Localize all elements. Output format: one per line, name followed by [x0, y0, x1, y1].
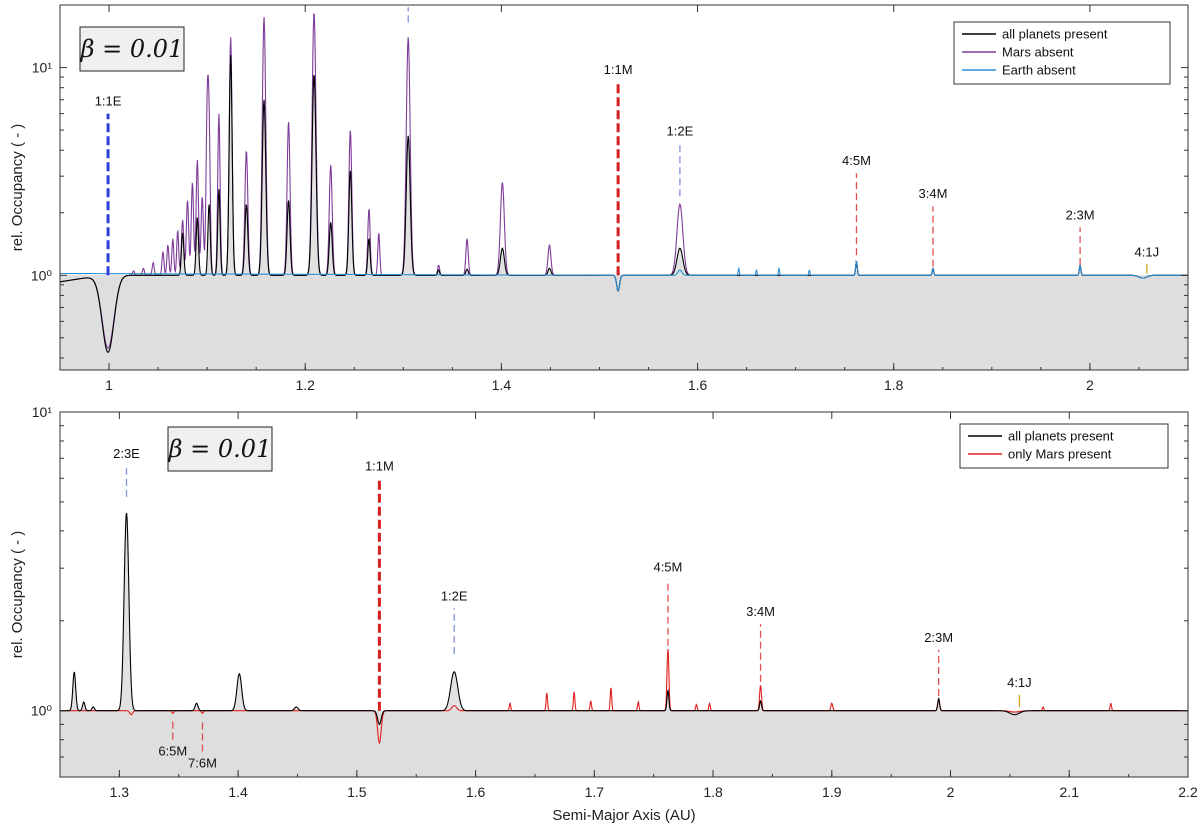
- x-tick-label: 2: [1086, 377, 1094, 393]
- below-unity-region: [60, 710, 1188, 777]
- x-tick-label: 1: [105, 377, 113, 393]
- x-tick-label: 1.9: [822, 784, 842, 800]
- x-tick-label: 1.6: [466, 784, 486, 800]
- resonance-label: 2:3E: [395, 0, 422, 2]
- y-tick-label: 10¹: [32, 404, 53, 420]
- legend-entry: Mars absent: [1002, 45, 1074, 60]
- resonance-label: 4:5M: [653, 559, 682, 574]
- x-tick-label: 1.4: [228, 784, 248, 800]
- resonance-label: 1:1M: [604, 62, 633, 77]
- y-axis-label: rel. Occupancy ( - ): [9, 531, 26, 659]
- y-tick-label: 10⁰: [31, 703, 53, 719]
- x-tick-label: 2.1: [1060, 784, 1080, 800]
- y-axis-label: rel. Occupancy ( - ): [9, 124, 26, 252]
- beta-annotation: β = 0.01: [168, 435, 272, 463]
- legend-box: [953, 21, 1171, 85]
- x-tick-label: 1.8: [703, 784, 723, 800]
- x-tick-label: 1.2: [295, 377, 315, 393]
- axes-frame: [59, 4, 1189, 371]
- x-tick-label: 1.8: [884, 377, 904, 393]
- resonance-label: 1:2E: [667, 124, 694, 139]
- legend-entry: only Mars present: [1008, 447, 1112, 462]
- series-line-Earth-absent: [60, 260, 1188, 292]
- legend-entry: all planets present: [1008, 429, 1114, 444]
- x-tick-label: 1.6: [688, 377, 708, 393]
- resonance-label: 4:5M: [842, 153, 871, 168]
- legend-entry: all planets present: [1002, 27, 1108, 42]
- series-line-all-planets-present: [60, 513, 1188, 726]
- resonance-label: 2:3E: [113, 446, 140, 461]
- x-tick-label: 2: [947, 784, 955, 800]
- resonance-label: 7:6M: [188, 756, 217, 771]
- panel-bottom: 2:3E 6:5M7:6M 1:1M 1:2E 4:5M 3:4M 2:3M 4:1J 1.3 1…: [9, 404, 1198, 824]
- x-tick-label: 1.4: [492, 377, 512, 393]
- x-axis-label: Semi-Major Axis (AU): [552, 807, 695, 824]
- resonance-label: 6:5M: [158, 744, 187, 759]
- beta-annotation-box: [167, 426, 273, 472]
- legend-entry: Earth absent: [1002, 63, 1076, 78]
- panel-top: 1:1E 2:3E 1:1M 1:2E 4:5M 3:4M 2:3M 4:1J 1 1.2 1.4 1…: [9, 0, 1189, 393]
- resonance-label: 2:3M: [924, 630, 953, 645]
- below-unity-region: [60, 275, 1188, 370]
- beta-annotation: β = 0.01: [80, 35, 184, 63]
- resonance-label: 4:1J: [1135, 244, 1160, 259]
- y-tick-label: 10⁰: [31, 267, 53, 283]
- resonance-label: 2:3M: [1066, 207, 1095, 222]
- resonance-label: 1:2E: [441, 588, 468, 603]
- beta-annotation-box: [79, 26, 185, 72]
- x-tick-label: 2.2: [1178, 784, 1198, 800]
- legend-box: [959, 423, 1169, 469]
- resonance-label: 4:1J: [1007, 675, 1032, 690]
- x-tick-label: 1.7: [585, 784, 605, 800]
- x-tick-label: 1.5: [347, 784, 367, 800]
- resonance-label: 1:1E: [95, 94, 122, 109]
- x-tick-label: 1.3: [110, 784, 130, 800]
- axes-frame: [59, 411, 1189, 778]
- resonance-label: 3:4M: [919, 186, 948, 201]
- y-tick-label: 10¹: [32, 60, 53, 76]
- resonance-label: 1:1M: [365, 458, 394, 473]
- resonance-label: 3:4M: [746, 604, 775, 619]
